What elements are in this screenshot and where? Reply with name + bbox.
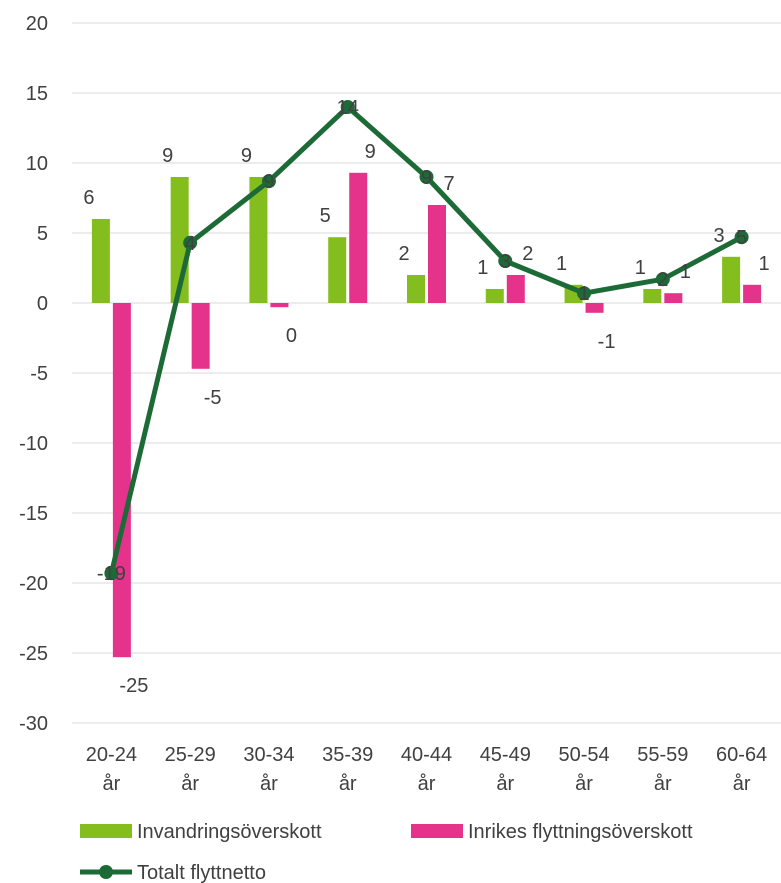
- bar-data-label: 9: [162, 145, 173, 167]
- line-data-label: 1: [578, 283, 589, 305]
- y-tick-label: -15: [19, 503, 48, 525]
- bar-data-label: -1: [598, 331, 616, 353]
- line-data-label: 2: [657, 269, 668, 291]
- line-data-label: -19: [97, 563, 126, 585]
- line-point: [261, 174, 276, 189]
- bar-data-label: 9: [241, 145, 252, 167]
- y-tick-label: 10: [26, 153, 48, 175]
- line-data-label: 14: [337, 97, 359, 119]
- x-tick-label: 50-54 år: [558, 744, 609, 795]
- line-data-label: 3: [500, 251, 511, 273]
- bar: [328, 237, 347, 303]
- x-tick-label: 55-59 år: [637, 744, 688, 795]
- bar-data-label: 1: [680, 261, 691, 283]
- line-point: [577, 286, 592, 301]
- bar-data-label: 7: [443, 173, 454, 195]
- line-point: [183, 235, 198, 250]
- line-point: [419, 170, 434, 184]
- x-tick-label: 20-24 år: [86, 744, 137, 795]
- y-tick-label: -20: [19, 573, 48, 595]
- legend-label: Invandringsöverskott: [137, 821, 322, 843]
- bar: [349, 172, 368, 303]
- bar-data-label: 6: [83, 187, 94, 209]
- bar: [407, 275, 425, 303]
- bar: [91, 219, 110, 303]
- bar: [270, 303, 289, 308]
- bar-data-label: -5: [204, 387, 222, 409]
- bar: [485, 289, 504, 303]
- grid: [72, 22, 781, 724]
- legend-swatch: [411, 824, 463, 838]
- y-tick-label: -10: [19, 433, 48, 455]
- x-tick-label: 25-29 år: [165, 744, 216, 795]
- line-point: [340, 100, 355, 114]
- legend-label: Inrikes flyttningsöverskott: [468, 821, 693, 843]
- bar: [664, 293, 683, 303]
- x-tick-label: 30-34 år: [243, 744, 294, 795]
- legend-marker: [99, 865, 113, 879]
- y-tick-label: -25: [19, 643, 48, 665]
- bar: [506, 275, 525, 303]
- y-tick-label: -5: [30, 363, 48, 385]
- bar-data-label: 1: [477, 257, 488, 279]
- bar: [428, 205, 446, 303]
- bar-data-label: 9: [365, 141, 376, 163]
- x-tick-label: 40-44 år: [401, 744, 452, 795]
- bar: [722, 256, 741, 303]
- bar: [743, 284, 762, 303]
- legend-swatch: [80, 824, 132, 838]
- bar-data-label: 2: [398, 243, 409, 265]
- bar-data-label: 1: [556, 253, 567, 275]
- bar-data-label: 2: [522, 243, 533, 265]
- legend-label: Totalt flyttnetto: [137, 862, 266, 883]
- bar: [191, 303, 210, 369]
- bar-data-label: 0: [286, 325, 297, 347]
- line-data-label: 5: [736, 227, 747, 249]
- line-point: [734, 230, 749, 245]
- line-data-label: 9: [421, 167, 432, 189]
- bar: [643, 289, 662, 303]
- x-tick-label: 60-64 år: [716, 744, 767, 795]
- line-series: [104, 100, 749, 581]
- bar: [112, 303, 131, 658]
- x-tick-label: 45-49 år: [480, 744, 531, 795]
- line-point: [655, 272, 670, 287]
- x-tick-label: 35-39 år: [322, 744, 373, 795]
- bar-data-label: 1: [635, 257, 646, 279]
- y-tick-label: 20: [26, 13, 48, 35]
- line-point: [104, 566, 119, 581]
- legend: Invandringsöverskott Inrikes flyttningsöv…: [80, 821, 693, 883]
- line-point: [498, 254, 513, 268]
- y-tick-label: 5: [37, 223, 48, 245]
- bar: [249, 177, 268, 303]
- bar-data-label: 1: [759, 253, 770, 275]
- line-data-label: 9: [263, 171, 274, 193]
- y-tick-label: 15: [26, 83, 48, 105]
- bar-data-label: 5: [320, 205, 331, 227]
- bar-data-label: 3: [714, 225, 725, 247]
- y-tick-label: 0: [37, 293, 48, 315]
- y-tick-label: -30: [19, 713, 48, 735]
- bars: [91, 172, 762, 658]
- bar: [585, 303, 604, 313]
- y-axis: 20 15 10 5 0 -5 -10 -15 -20 -25 -30: [19, 13, 48, 735]
- x-axis: 20-24 år 25-29 år 30-34 år 35-39 år 40-44 år 45-49…: [86, 744, 767, 795]
- bar-data-label: -25: [119, 675, 148, 697]
- line-data-label: 4: [185, 233, 196, 255]
